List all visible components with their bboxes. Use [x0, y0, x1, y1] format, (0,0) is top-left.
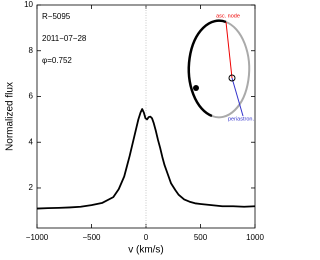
annotation: R−5095 [42, 12, 71, 21]
annotation: 2011−07−28 [42, 34, 87, 43]
y-tick-label: 2 [29, 183, 34, 192]
x-tick-label: 0 [144, 233, 149, 242]
node-line [225, 21, 233, 79]
star [228, 74, 236, 82]
companion [193, 85, 199, 91]
x-tick-label: −1000 [26, 233, 49, 242]
orbit-near [187, 19, 227, 118]
y-tick-label: 4 [29, 137, 34, 146]
y-tick-label: 10 [24, 0, 33, 9]
x-tick-label: 500 [194, 233, 208, 242]
x-tick-label: 1000 [246, 233, 264, 242]
y-tick-label: 8 [29, 46, 34, 55]
annotation: φ=0.752 [42, 56, 72, 65]
chart: 2 4 6 8 10 −1000 −500 0 500 1000 v (km/s) Normalize… [5, 0, 265, 256]
orbit-far [211, 21, 251, 119]
asc-node-label: asc. node [216, 13, 240, 19]
periastron-line [231, 77, 244, 117]
flux-line [36, 108, 256, 210]
plot: 2 4 6 8 10 −1000 −500 0 500 1000 v (km/s) Normalize… [5, 0, 265, 256]
x-axis-label: v (km/s) [128, 245, 164, 256]
x-tick-label: −500 [82, 233, 101, 242]
plot-frame [36, 4, 256, 229]
y-tick-label: 6 [29, 92, 34, 101]
periastron-label: periastron. [228, 116, 254, 122]
orbit-inset: asc. node periastron. [187, 13, 254, 122]
y-axis-label: Normalized flux [5, 82, 16, 151]
